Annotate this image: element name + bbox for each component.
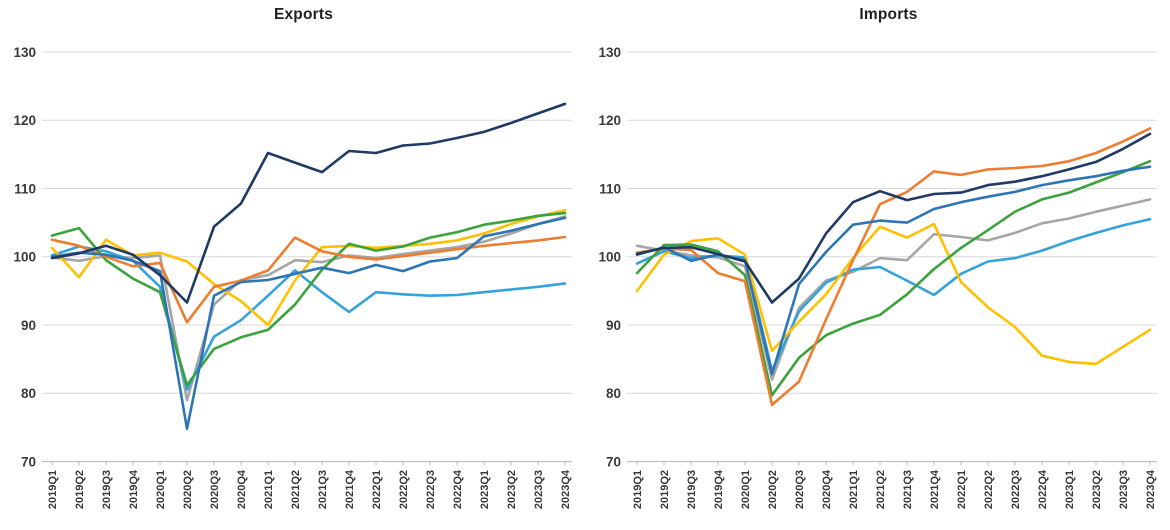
x-axis-label: 2022Q3 [425,470,437,509]
x-axis-label: 2021Q1 [263,470,275,509]
x-axis-label: 2019Q4 [128,469,140,509]
x-axis-label: 2019Q3 [101,470,113,509]
series-line-gold [635,222,1152,366]
x-axis-label: 2023Q2 [1091,470,1103,509]
x-axis-label: 2023Q1 [479,470,491,509]
y-axis-label: 120 [598,113,621,128]
x-axis-label: 2019Q1 [47,470,59,509]
imports-chart-svg: 130 120 110 100 90 80 70 2019Q1 2019Q2 2019Q3 2019… [598,45,1157,509]
x-axis-label: 2020Q2 [767,470,779,509]
y-axis-label: 110 [14,181,36,196]
x-axis-label: 2020Q2 [182,470,194,509]
x-axis-label: 2019Q3 [686,470,698,509]
x-axis-label: 2022Q4 [452,469,464,509]
x-axis-label: 2022Q1 [956,470,968,509]
x-axis-label: 2021Q1 [848,470,860,509]
series-line-gold [50,209,567,327]
x-axis-label: 2020Q4 [236,469,248,509]
series-line-blue [50,216,567,431]
y-axis-label: 130 [13,45,36,60]
x-axis-label: 2020Q3 [209,470,221,509]
series-line-light-blue [50,245,567,392]
y-axis-label: 70 [606,454,621,469]
exports-chart: Exports 130 120 110 100 90 80 70 2019Q1 2019Q2 20… [13,6,572,509]
x-axis-label: 2023Q4 [560,469,572,509]
y-axis-label: 110 [599,181,621,196]
y-axis-label: 90 [21,318,36,333]
y-axis-label: 100 [598,250,621,265]
y-axis-label: 70 [21,454,36,469]
x-axis-label: 2021Q3 [902,470,914,509]
x-axis-label: 2021Q4 [344,469,356,509]
y-axis-label: 130 [598,45,621,60]
series-line-gray [635,198,1152,381]
x-axis-label: 2023Q1 [1064,470,1076,509]
x-axis-label: 2020Q1 [155,470,167,509]
x-axis-label: 2023Q3 [533,470,545,509]
x-axis-label: 2021Q2 [290,470,302,509]
imports-chart-title: Imports [859,6,918,23]
x-axis-label: 2020Q4 [821,469,833,509]
x-axis-label: 2019Q4 [713,469,725,509]
x-axis-label: 2022Q2 [398,470,410,509]
series-line-green [50,211,567,387]
x-axis-label: 2023Q3 [1118,470,1130,509]
x-axis-label: 2019Q1 [632,470,644,509]
x-axis-label: 2023Q4 [1145,469,1157,509]
y-axis-label: 80 [606,386,621,401]
x-axis-label: 2022Q3 [1010,470,1022,509]
x-axis-label: 2021Q4 [929,469,941,509]
series-line-dark-navy [50,102,567,304]
y-axis-label: 100 [13,250,36,265]
x-axis-label: 2020Q3 [794,470,806,509]
y-axis-label: 80 [21,386,36,401]
x-axis-label: 2022Q1 [371,470,383,509]
series-line-light-blue [635,217,1152,373]
x-axis-label: 2023Q2 [506,470,518,509]
exports-chart-title: Exports [273,6,334,23]
x-axis-label: 2019Q2 [74,470,86,509]
x-axis-label: 2021Q3 [317,470,329,509]
imports-chart: Imports 130 120 110 100 90 80 70 2019Q1 2019Q2 20… [585,0,1170,530]
x-axis-label: 2021Q2 [875,470,887,509]
series-line-dark-navy [635,132,1152,304]
series-line-orange [635,127,1152,407]
x-axis-label: 2022Q4 [1037,469,1049,509]
x-axis-label: 2019Q2 [659,470,671,509]
series-line-orange [50,235,567,324]
exports-chart-svg: 130 120 110 100 90 80 70 2019Q1 2019Q2 2019Q3 2019… [13,45,572,509]
x-axis-label: 2020Q1 [740,470,752,509]
y-axis-label: 120 [13,113,36,128]
y-axis-label: 90 [606,318,621,333]
x-axis-label: 2022Q2 [983,470,995,509]
